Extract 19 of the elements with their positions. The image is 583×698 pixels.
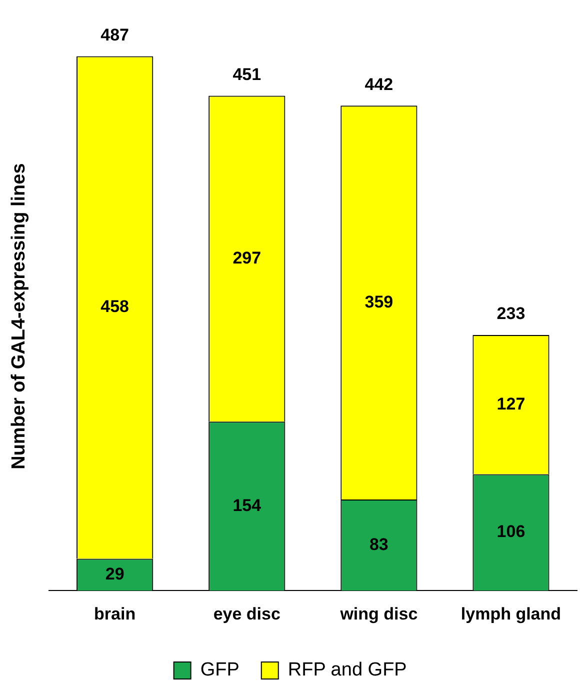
x-tick-label: eye disc xyxy=(213,604,280,624)
total-label: 487 xyxy=(100,25,130,44)
data-label: 106 xyxy=(496,522,526,542)
data-label: 127 xyxy=(496,394,526,414)
x-tick-label: lymph gland xyxy=(460,604,562,624)
x-tick-label: wing disc xyxy=(339,604,418,624)
legend-label: GFP xyxy=(200,660,240,681)
data-label: 29 xyxy=(105,564,124,584)
data-label: 458 xyxy=(100,297,130,316)
data-label: 297 xyxy=(232,248,262,268)
data-label: 154 xyxy=(232,496,262,515)
data-label: 83 xyxy=(369,534,388,554)
total-label: 451 xyxy=(232,64,262,84)
y-axis-title: Number of GAL4-expressing lines xyxy=(8,163,30,470)
data-label: 359 xyxy=(364,292,394,312)
x-tick-label: brain xyxy=(94,604,136,624)
total-label: 442 xyxy=(364,74,394,94)
total-label: 233 xyxy=(496,304,526,324)
legend-label: RFP and GFP xyxy=(288,660,407,681)
